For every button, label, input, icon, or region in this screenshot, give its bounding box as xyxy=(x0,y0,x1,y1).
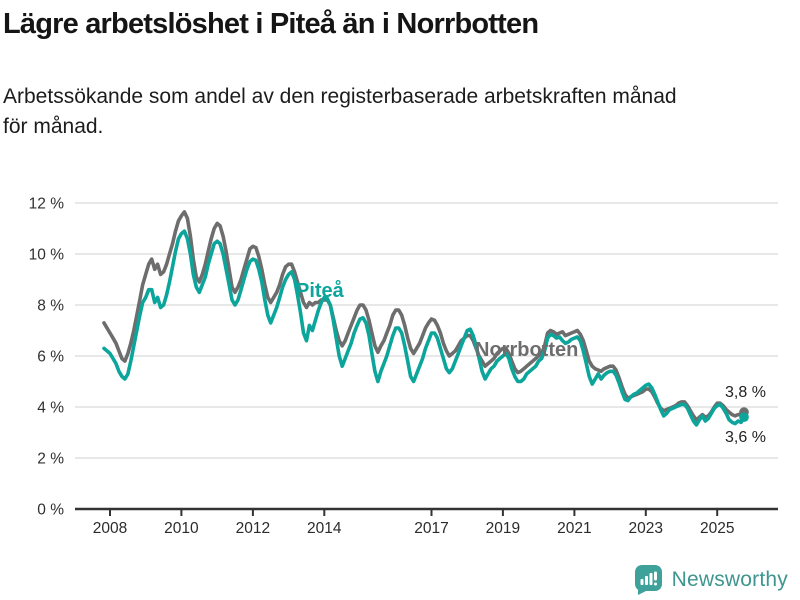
end-value-label-pitea: 3,6 % xyxy=(725,429,766,446)
newsworthy-brand-text: Newsworthy xyxy=(671,568,788,591)
x-axis-tick-label: 2025 xyxy=(700,520,734,537)
y-axis-tick-label: 0 % xyxy=(37,502,64,519)
chart-subtitle: Arbetssökande som andel av den registerb… xyxy=(3,85,677,138)
page-title: Lägre arbetslöshet i Piteå än i Norrbott… xyxy=(3,8,539,40)
y-axis-tick-label: 10 % xyxy=(29,247,65,264)
x-axis-tick-label: 2017 xyxy=(414,520,448,537)
gridlines: 0 % 2 % 4 % 6 % 8 % 10 % 12 % xyxy=(29,196,778,519)
data-series xyxy=(102,210,749,427)
series-label-pitea: Piteå xyxy=(296,279,345,302)
y-axis-tick-label: 2 % xyxy=(37,451,64,468)
x-axis-tick-label: 2008 xyxy=(93,520,127,537)
y-axis-tick-label: 4 % xyxy=(37,400,64,417)
y-axis-tick-label: 6 % xyxy=(37,349,64,366)
y-axis-tick-label: 8 % xyxy=(37,298,64,315)
x-axis-tick-label: 2010 xyxy=(164,520,199,537)
newsworthy-logo: Newsworthy xyxy=(634,564,788,596)
x-axis-tick-label: 2021 xyxy=(557,520,591,537)
series-label-norrbotten: Norrbotten xyxy=(475,339,578,361)
x-axis-tick-label: 2019 xyxy=(486,520,520,537)
series-line-norrbotten xyxy=(102,210,746,422)
series-line-piteå xyxy=(102,229,746,427)
axes: 2008 2010 2012 2014 2017 2019 2021 2023 2025 xyxy=(75,507,778,537)
newsworthy-icon xyxy=(634,565,662,595)
x-axis-tick-label: 2023 xyxy=(629,520,663,537)
x-axis-tick-label: 2014 xyxy=(307,520,342,537)
y-axis-tick-label: 12 % xyxy=(29,196,65,213)
x-axis-tick-label: 2012 xyxy=(236,520,270,537)
end-value-label-norrbotten: 3,8 % xyxy=(725,384,766,401)
series-end-dot-piteå xyxy=(739,412,749,423)
